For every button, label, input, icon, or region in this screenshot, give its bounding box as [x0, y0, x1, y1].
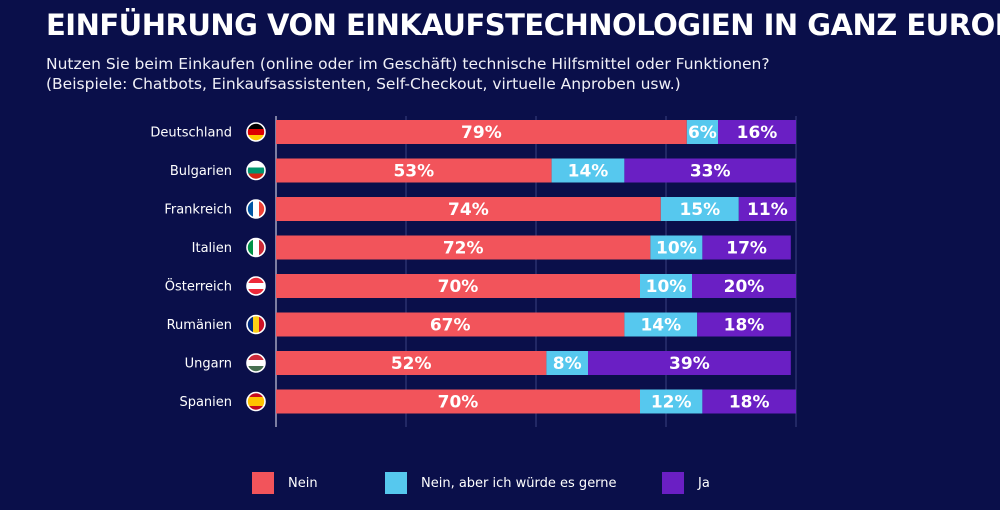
value-label-nein-deutschland: 79% — [461, 123, 502, 143]
bar-nein-aber-ich-wuerde-es-gerne-deutschland — [686, 120, 718, 144]
subtitle-line-1: Nutzen Sie beim Einkaufen (online oder i… — [46, 55, 770, 73]
flag-icon-oesterreich — [247, 277, 265, 295]
subtitle-line-2: (Beispiele: Chatbots, Einkaufsassistente… — [46, 75, 681, 93]
bar-ja-ungarn — [588, 351, 791, 375]
value-label-ja-italien: 17% — [726, 239, 767, 259]
flag-icon-frankreich — [247, 200, 265, 218]
bar-nein-aber-ich-wuerde-es-gerne-frankreich — [660, 197, 739, 221]
bar-nein-aber-ich-wuerde-es-gerne-ungarn — [546, 351, 588, 375]
value-label-nein-italien: 72% — [443, 239, 484, 259]
bar-nein-ungarn — [276, 351, 547, 375]
value-label-ja-spanien: 18% — [729, 393, 770, 413]
value-label-ja-ungarn: 39% — [669, 354, 710, 374]
chart-title: EINFÜHRUNG VON EINKAUFSTECHNOLOGIEN IN G… — [46, 8, 1000, 42]
bar-nein-frankreich — [276, 197, 661, 221]
flag-icon-spanien — [247, 392, 265, 411]
legend-label: Nein, aber ich würde es gerne — [421, 475, 617, 491]
value-label-nein-aber-ich-wuerde-es-gerne-italien: 10% — [656, 239, 697, 259]
flag-icon-ungarn — [247, 354, 265, 372]
value-label-nein-oesterreich: 70% — [438, 277, 479, 297]
chart-legend: Nein Nein, aber ich würde es gerne Ja — [0, 472, 1000, 500]
value-label-ja-oesterreich: 20% — [724, 277, 765, 297]
country-label-rumaenien: Rumänien — [167, 318, 232, 333]
bar-nein-aber-ich-wuerde-es-gerne-spanien — [640, 389, 703, 414]
chart-subtitle: Nutzen Sie beim Einkaufen (online oder i… — [46, 54, 770, 94]
legend-item-nein-aber-ich-wuerde-es-gerne: Nein, aber ich würde es gerne — [385, 472, 617, 494]
legend-item-ja: Ja — [662, 472, 710, 494]
flag-ring — [246, 237, 266, 258]
flag-ring — [246, 122, 266, 142]
country-label-frankreich: Frankreich — [164, 203, 232, 218]
legend-swatch — [252, 472, 274, 494]
bar-nein-aber-ich-wuerde-es-gerne-italien — [650, 235, 703, 260]
legend-label: Ja — [698, 475, 710, 491]
bar-nein-spanien — [276, 389, 640, 414]
bar-nein-aber-ich-wuerde-es-gerne-bulgarien — [551, 158, 625, 183]
bar-ja-frankreich — [738, 197, 796, 221]
value-label-nein-bulgarien: 53% — [393, 162, 434, 182]
bar-ja-deutschland — [718, 120, 796, 144]
legend-swatch — [662, 472, 684, 494]
value-label-nein-ungarn: 52% — [391, 354, 432, 374]
bar-nein-bulgarien — [276, 158, 552, 183]
value-label-nein-spanien: 70% — [438, 393, 479, 413]
flag-ring — [246, 314, 266, 335]
value-label-nein-aber-ich-wuerde-es-gerne-bulgarien: 14% — [568, 162, 609, 182]
bar-nein-deutschland — [276, 120, 687, 144]
flag-icon-rumaenien — [247, 315, 265, 334]
legend-label: Nein — [288, 475, 318, 491]
country-label-bulgarien: Bulgarien — [170, 164, 232, 179]
value-label-ja-frankreich: 11% — [747, 200, 788, 220]
bar-ja-spanien — [702, 389, 796, 414]
bar-ja-oesterreich — [692, 274, 796, 298]
bar-ja-bulgarien — [624, 158, 796, 183]
flag-ring — [246, 391, 266, 412]
bar-nein-oesterreich — [276, 274, 640, 298]
legend-item-nein: Nein — [252, 472, 318, 494]
country-label-ungarn: Ungarn — [185, 357, 232, 372]
value-label-nein-aber-ich-wuerde-es-gerne-ungarn: 8% — [553, 354, 582, 374]
value-label-nein-aber-ich-wuerde-es-gerne-frankreich: 15% — [679, 200, 720, 220]
flag-ring — [246, 276, 266, 296]
bar-nein-aber-ich-wuerde-es-gerne-oesterreich — [640, 274, 692, 298]
value-label-ja-deutschland: 16% — [737, 123, 778, 143]
value-label-nein-aber-ich-wuerde-es-gerne-spanien: 12% — [651, 393, 692, 413]
bar-ja-rumaenien — [697, 312, 791, 337]
country-label-italien: Italien — [192, 241, 232, 256]
bar-nein-italien — [276, 235, 651, 260]
stacked-bar-chart: Deutschland 79% 6% 16% Bulgarien 53% 14% 33% Fra… — [150, 116, 797, 427]
flag-icon-deutschland — [247, 123, 265, 141]
value-label-nein-aber-ich-wuerde-es-gerne-deutschland: 6% — [688, 123, 717, 143]
flag-icon-italien — [247, 238, 265, 257]
value-label-nein-frankreich: 74% — [448, 200, 489, 220]
value-label-ja-rumaenien: 18% — [724, 316, 765, 336]
value-label-ja-bulgarien: 33% — [690, 162, 731, 182]
flag-ring — [246, 160, 266, 181]
value-label-nein-aber-ich-wuerde-es-gerne-rumaenien: 14% — [640, 316, 681, 336]
bar-nein-aber-ich-wuerde-es-gerne-rumaenien — [624, 312, 698, 337]
flag-ring — [246, 199, 266, 219]
legend-swatch — [385, 472, 407, 494]
country-label-spanien: Spanien — [179, 395, 232, 410]
value-label-nein-aber-ich-wuerde-es-gerne-oesterreich: 10% — [646, 277, 687, 297]
value-label-nein-rumaenien: 67% — [430, 316, 471, 336]
country-label-deutschland: Deutschland — [150, 126, 232, 141]
country-label-oesterreich: Österreich — [165, 278, 232, 295]
bar-ja-italien — [702, 235, 791, 260]
flag-icon-bulgarien — [247, 161, 265, 180]
bar-nein-rumaenien — [276, 312, 625, 337]
flag-ring — [246, 353, 266, 373]
